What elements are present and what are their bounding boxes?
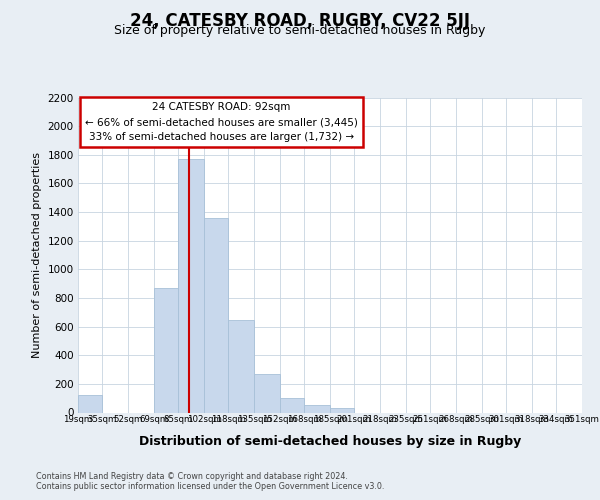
- Bar: [178, 159, 204, 412]
- Bar: [154, 288, 178, 412]
- Bar: [304, 406, 330, 412]
- Bar: [330, 408, 354, 412]
- Y-axis label: Number of semi-detached properties: Number of semi-detached properties: [32, 152, 42, 358]
- Bar: [228, 320, 254, 412]
- Text: Contains public sector information licensed under the Open Government Licence v3: Contains public sector information licen…: [36, 482, 385, 491]
- Text: Size of property relative to semi-detached houses in Rugby: Size of property relative to semi-detach…: [115, 24, 485, 37]
- X-axis label: Distribution of semi-detached houses by size in Rugby: Distribution of semi-detached houses by …: [139, 436, 521, 448]
- Bar: [280, 398, 304, 412]
- Bar: [78, 396, 102, 412]
- Text: Contains HM Land Registry data © Crown copyright and database right 2024.: Contains HM Land Registry data © Crown c…: [36, 472, 348, 481]
- Bar: [204, 218, 228, 412]
- Text: 24 CATESBY ROAD: 92sqm
← 66% of semi-detached houses are smaller (3,445)
33% of : 24 CATESBY ROAD: 92sqm ← 66% of semi-det…: [85, 102, 358, 142]
- Text: 24, CATESBY ROAD, RUGBY, CV22 5JJ: 24, CATESBY ROAD, RUGBY, CV22 5JJ: [130, 12, 470, 30]
- Bar: [254, 374, 280, 412]
